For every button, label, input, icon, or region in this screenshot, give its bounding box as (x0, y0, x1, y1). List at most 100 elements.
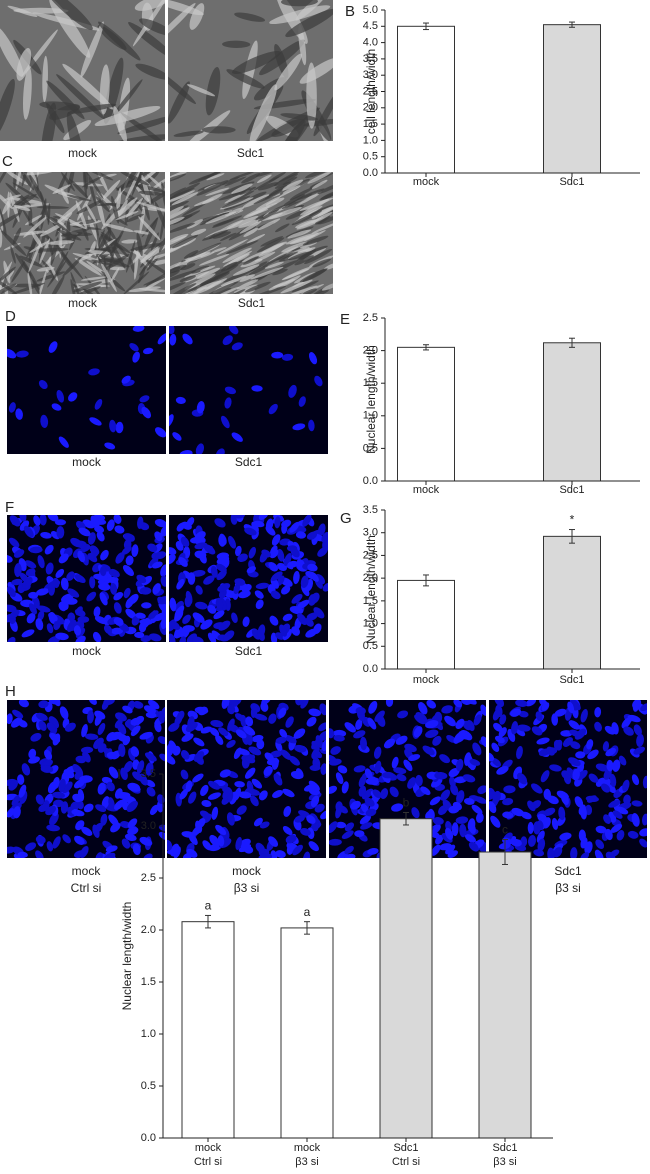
nucleus (186, 517, 195, 527)
nucleus (300, 700, 309, 709)
nucleus (503, 785, 516, 794)
cell (66, 194, 92, 202)
nucleus (448, 805, 460, 814)
bar (543, 342, 601, 482)
nucleus (360, 822, 373, 830)
nucleus (266, 757, 280, 766)
nucleus (568, 757, 581, 767)
nucleus (169, 633, 176, 642)
nucleus (216, 570, 227, 581)
cell (264, 261, 284, 269)
nucleus (131, 615, 140, 626)
cell (249, 84, 278, 141)
cell (19, 255, 43, 267)
cell (47, 260, 67, 288)
nucleus (250, 704, 258, 718)
error-bar (502, 839, 508, 865)
nucleus (8, 537, 20, 548)
cell (224, 176, 247, 187)
cell (29, 174, 44, 201)
error-bar (423, 22, 429, 31)
y-tick-label: 2.0 (363, 345, 378, 357)
nucleus (169, 597, 177, 612)
nucleus (341, 781, 349, 794)
cell (259, 39, 305, 76)
nucleus (106, 751, 119, 760)
nucleus (215, 824, 227, 836)
nucleus (288, 384, 297, 398)
y-tick-label: 5.0 (363, 4, 378, 16)
cell (123, 271, 150, 294)
cell (196, 280, 222, 291)
nucleus (99, 566, 107, 577)
cell (21, 172, 29, 187)
cell (23, 216, 48, 238)
nucleus (40, 414, 49, 429)
nucleus (242, 616, 250, 627)
nucleus (123, 587, 131, 599)
cell (134, 250, 139, 280)
nucleus (305, 628, 318, 638)
nucleus (350, 800, 361, 810)
nucleus (578, 829, 586, 842)
cell (268, 283, 284, 291)
nucleus (157, 736, 165, 745)
nucleus (358, 785, 367, 797)
image-bg (169, 326, 328, 454)
nucleus (124, 833, 137, 842)
nucleus (45, 562, 54, 575)
cell (99, 64, 110, 115)
y-tick-label: 1.0 (363, 617, 378, 629)
nucleus (251, 778, 263, 789)
nucleus (7, 348, 17, 359)
nucleus (67, 619, 77, 632)
nucleus (223, 630, 235, 641)
y-tick-label: 4.0 (363, 37, 378, 49)
cell (221, 261, 238, 272)
nucleus (92, 631, 102, 642)
micrograph (7, 515, 166, 642)
nucleus (616, 830, 625, 841)
nucleus (572, 768, 581, 781)
nucleus (321, 739, 326, 752)
error-bar (423, 574, 429, 587)
cell (321, 282, 333, 291)
y-tick-label: 1.0 (363, 134, 378, 146)
nucleus (364, 797, 375, 807)
nucleus (132, 326, 145, 332)
cell (95, 196, 110, 213)
micrograph (168, 0, 333, 141)
nucleus (146, 786, 156, 797)
cell (214, 286, 240, 294)
nucleus (9, 515, 21, 527)
nucleus (385, 700, 394, 707)
nucleus (175, 396, 186, 404)
nucleus (169, 333, 177, 346)
nucleus (318, 722, 326, 732)
nucleus (129, 343, 139, 352)
nucleus (222, 787, 231, 799)
cell (281, 193, 313, 210)
cell (295, 0, 328, 21)
error-bar (569, 337, 575, 348)
nucleus (86, 591, 97, 602)
nucleus (51, 791, 65, 799)
x-tick-label: Ctrl si (392, 1156, 420, 1168)
nucleus (141, 406, 152, 419)
cell (285, 209, 309, 220)
nucleus (358, 775, 367, 788)
y-tick-label: 2.0 (363, 572, 378, 584)
nucleus (362, 788, 374, 800)
nucleus (253, 713, 268, 721)
nucleus (527, 834, 537, 847)
nucleus (231, 432, 243, 442)
nucleus (425, 810, 435, 820)
nucleus (243, 725, 256, 736)
cell (179, 275, 196, 283)
nucleus (558, 806, 566, 821)
cell (299, 197, 333, 211)
nucleus (365, 808, 377, 817)
cell (70, 271, 81, 294)
nucleus (209, 727, 220, 737)
nucleus (15, 408, 23, 420)
